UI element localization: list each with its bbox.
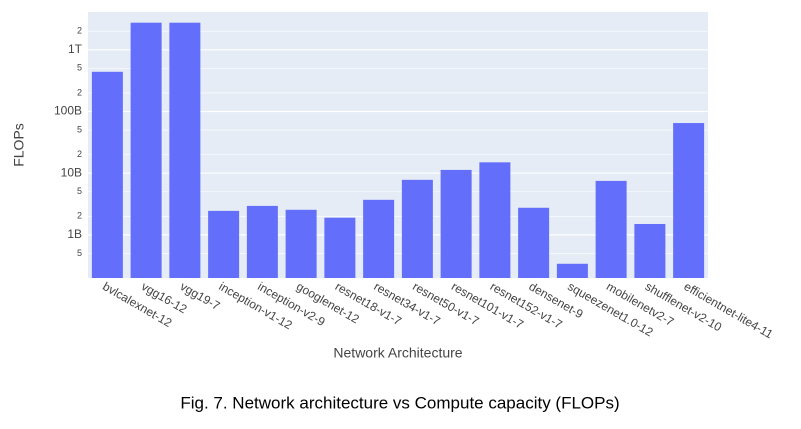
x-axis-title: Network Architecture bbox=[333, 345, 462, 361]
bar bbox=[479, 162, 511, 278]
y-tick-label: 5 bbox=[77, 186, 82, 196]
bar bbox=[518, 207, 550, 278]
bar bbox=[634, 224, 666, 278]
y-axis-title: FLOPs bbox=[11, 123, 27, 167]
bar bbox=[246, 205, 278, 278]
y-tick-label: 5 bbox=[77, 63, 82, 73]
bar bbox=[595, 180, 627, 278]
bar bbox=[556, 263, 588, 278]
y-tick-label: 100B bbox=[54, 104, 82, 118]
caption: Fig. 7. Network architecture vs Compute … bbox=[180, 393, 619, 412]
y-tick-label: 2 bbox=[77, 211, 82, 221]
y-tick-label: 5 bbox=[77, 248, 82, 258]
bar bbox=[363, 199, 395, 278]
y-tick-label: 2 bbox=[77, 87, 82, 97]
y-tick-label: 1B bbox=[67, 227, 82, 241]
bar bbox=[169, 22, 201, 279]
bar bbox=[285, 209, 317, 278]
y-tick-label: 5 bbox=[77, 124, 82, 134]
y-tick-label: 10B bbox=[61, 165, 82, 179]
bar bbox=[401, 179, 433, 278]
bar bbox=[440, 169, 472, 278]
bar bbox=[208, 210, 240, 278]
bar bbox=[324, 217, 356, 278]
bar bbox=[130, 22, 162, 279]
bar bbox=[91, 71, 123, 278]
y-tick-label: 1T bbox=[68, 42, 83, 56]
y-tick-label: 2 bbox=[77, 149, 82, 159]
bar bbox=[673, 123, 705, 278]
y-tick-label: 2 bbox=[77, 26, 82, 36]
